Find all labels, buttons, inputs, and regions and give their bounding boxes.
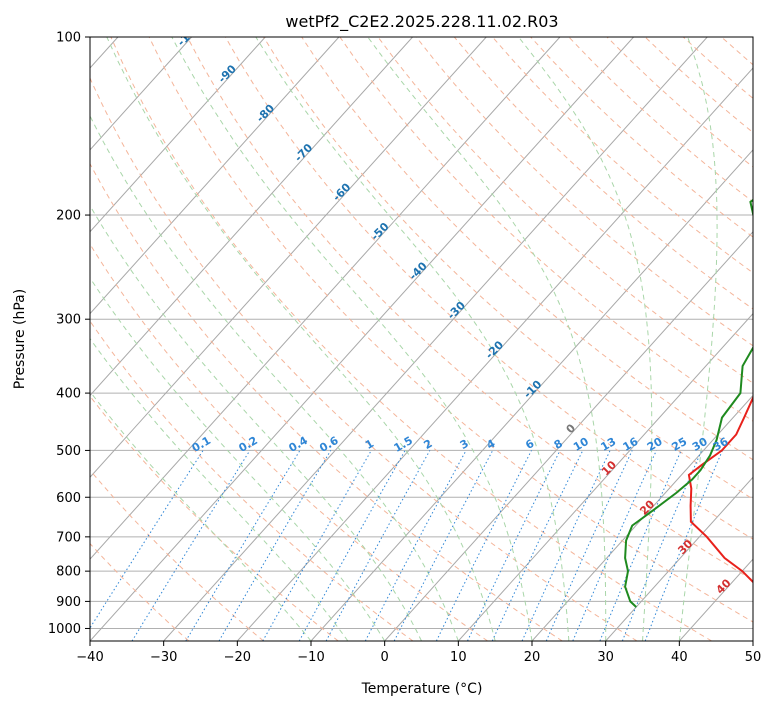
x-tick-label: 40 [671,650,688,665]
y-tick-label: 400 [56,387,81,402]
mixing-ratio-line [90,450,204,629]
dry-adiabat-line [148,37,753,623]
y-tick-label: 200 [56,209,81,224]
dry-adiabat-line [90,469,264,641]
y-tick-label: 1000 [48,622,81,637]
y-tick-label: 600 [56,491,81,506]
x-tick-label: −10 [297,650,324,665]
x-axis-ticks: −40 −30 −20 −10 0 10 20 30 40 50 [76,641,761,665]
dry-adiabat-line [263,37,753,500]
chart-title: wetPf2_C2E2.2025.228.11.02.R03 [285,12,558,32]
isotherm-line [531,394,753,641]
plot-frame [89,36,754,642]
isotherm-line [90,37,192,151]
mixing-ratio-line [325,450,431,641]
isotherm-line [90,37,340,315]
moist-adiabat-line [255,37,570,641]
y-tick-label: 700 [56,530,81,545]
moist-adiabat-line [106,37,496,641]
moist-adiabat-line [678,37,718,641]
mixing-ratio-line [262,450,372,641]
x-tick-label: −20 [224,650,251,665]
y-tick-label: 500 [56,444,81,459]
x-tick-label: 50 [745,650,762,665]
isotherm-line [236,67,753,641]
y-tick-label: 300 [56,313,81,328]
x-tick-label: 0 [381,650,389,665]
moist-adiabat-line [90,390,312,641]
skewed-isotherms [90,37,753,641]
isotherm-line [457,312,753,641]
y-axis-ticks: 100 200 300 400 500 600 700 800 900 1000 [48,31,90,637]
x-tick-label: 10 [450,650,467,665]
dry-adiabat-line [301,37,753,461]
isotherm-line [90,37,561,560]
dry-adiabat-line [415,37,753,347]
mixing-ratio-line [545,450,633,641]
dry-adiabat-line [110,37,712,641]
x-axis-label: Temperature (°C) [361,681,483,697]
moist-adiabat-line [90,114,459,641]
dry-adiabat-line [90,243,488,641]
x-tick-label: 20 [524,650,541,665]
y-axis-label: Pressure (hPa) [12,289,28,389]
isotherm-line [605,476,753,641]
isotherm-line [90,37,487,479]
isotherm-line [163,37,708,641]
moist-adiabats [90,37,718,641]
y-tick-label: 100 [56,31,81,46]
moist-adiabat-line [367,37,607,641]
moist-adiabat-line [90,277,386,641]
dry-adiabat-line [186,37,753,581]
mixing-ratio-line [298,450,406,641]
dry-adiabat-line [90,76,638,641]
mixing-ratio-line [644,450,723,641]
dry-adiabat-line [90,162,563,641]
y-tick-label: 900 [56,595,81,610]
temperature-line [687,395,753,584]
moist-adiabat-line [518,37,653,641]
x-tick-label: −30 [150,650,177,665]
isotherm-line [90,37,634,641]
mixing-ratio-line [599,450,682,641]
dry-adiabat-label: -100 [175,20,204,49]
x-tick-label: −40 [76,650,103,665]
dewpoint-line [624,198,753,608]
dry-adiabat-line [224,37,753,540]
y-tick-label: 800 [56,565,81,580]
x-tick-label: 30 [597,650,614,665]
mixing-ratio-line [131,450,251,641]
mixing-ratio-line [435,450,532,641]
mixing-ratio-line [621,450,703,641]
moist-adiabat-line [90,204,422,641]
profile-lines [624,198,753,608]
mixing-ratio-lines [90,450,723,641]
isotherm-line [90,37,266,233]
mixing-ratio-line [572,450,657,641]
isotherm-line [384,230,753,641]
plot-area: -100-90-80-70-60-50-40-30-20-10010203040… [90,20,753,641]
isotherm-line [90,37,413,397]
